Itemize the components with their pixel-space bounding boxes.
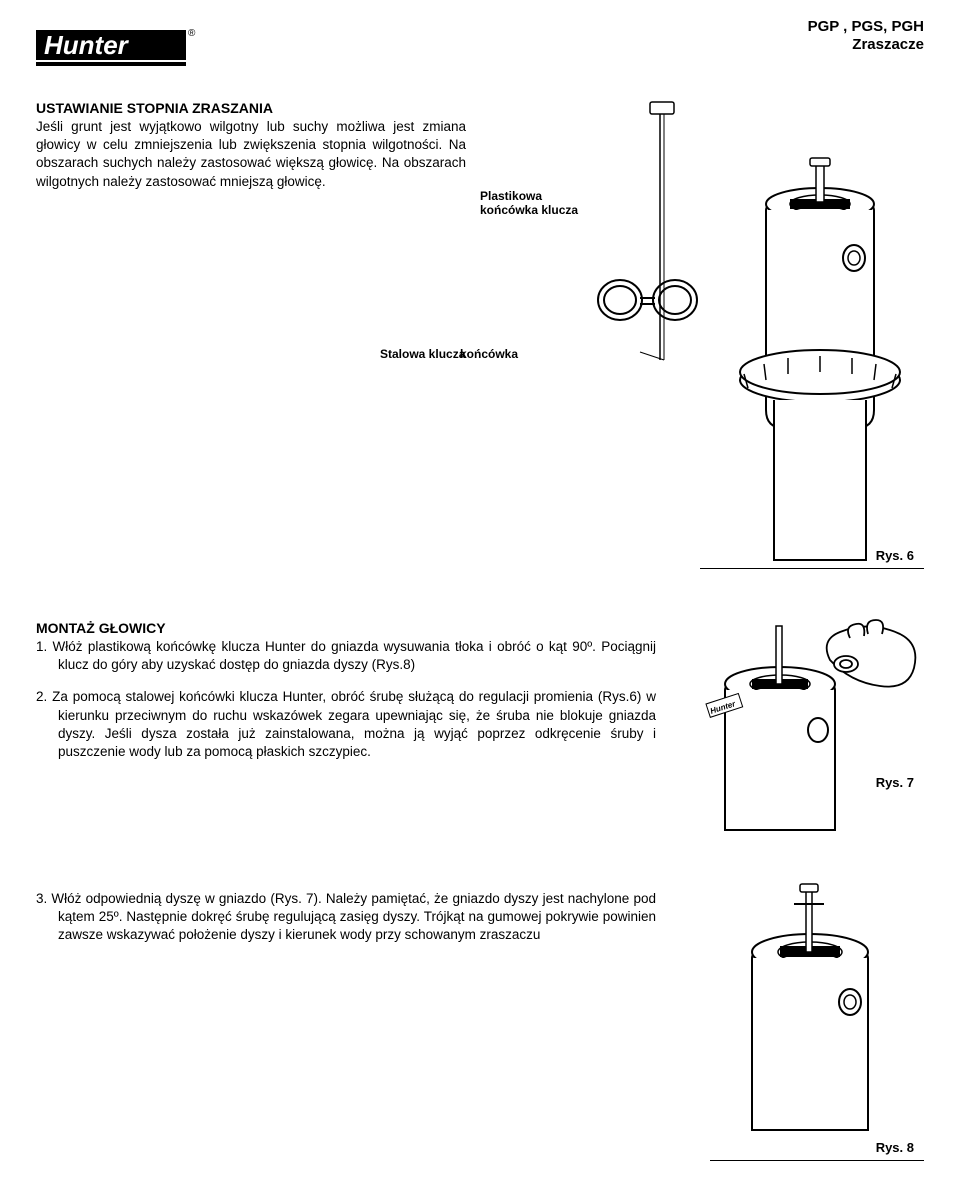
figure-8-illustration: [700, 880, 920, 1140]
section-intensity: USTAWIANIE STOPNIA ZRASZANIA Jeśli grunt…: [36, 100, 656, 191]
figure-6-rule: [700, 568, 924, 569]
header-line2: Zraszacze: [808, 36, 924, 54]
callout-steel-left: Stalowa klucza: [380, 348, 465, 362]
logo-text: Hunter: [44, 30, 130, 60]
section1-body: Jeśli grunt jest wyjątkowo wilgotny lub …: [36, 118, 466, 191]
section-step3: 3. Włóż odpowiednią dyszę w gniazdo (Rys…: [36, 890, 656, 959]
header-line1: PGP , PGS, PGH: [808, 18, 924, 36]
section2-item2: 2. Za pomocą stalowej końcówki klucza Hu…: [36, 688, 656, 761]
figure-6-illustration: [580, 100, 920, 570]
section3-item: 3. Włóż odpowiednią dyszę w gniazdo (Rys…: [36, 890, 656, 945]
figure-8-label: Rys. 8: [876, 1140, 914, 1155]
page-header-product: PGP , PGS, PGH Zraszacze: [808, 18, 924, 54]
svg-text:®: ®: [188, 28, 196, 39]
callout-plastic-tip: Plastikowa końcówka klucza: [480, 190, 590, 218]
figure-7-illustration: Hunter: [680, 610, 930, 840]
hunter-logo: Hunter ®: [36, 26, 196, 68]
section2-title: MONTAŻ GŁOWICY: [36, 620, 656, 636]
figure-6-label: Rys. 6: [876, 548, 914, 563]
figure-7-label: Rys. 7: [876, 775, 914, 790]
section-mounting: MONTAŻ GŁOWICY 1. Włóż plastikową końców…: [36, 620, 656, 775]
figure-8-rule: [710, 1160, 924, 1161]
section1-title: USTAWIANIE STOPNIA ZRASZANIA: [36, 100, 656, 116]
section2-item1: 1. Włóż plastikową końcówkę klucza Hunte…: [36, 638, 656, 674]
callout-steel-right: końcówka: [460, 348, 518, 362]
